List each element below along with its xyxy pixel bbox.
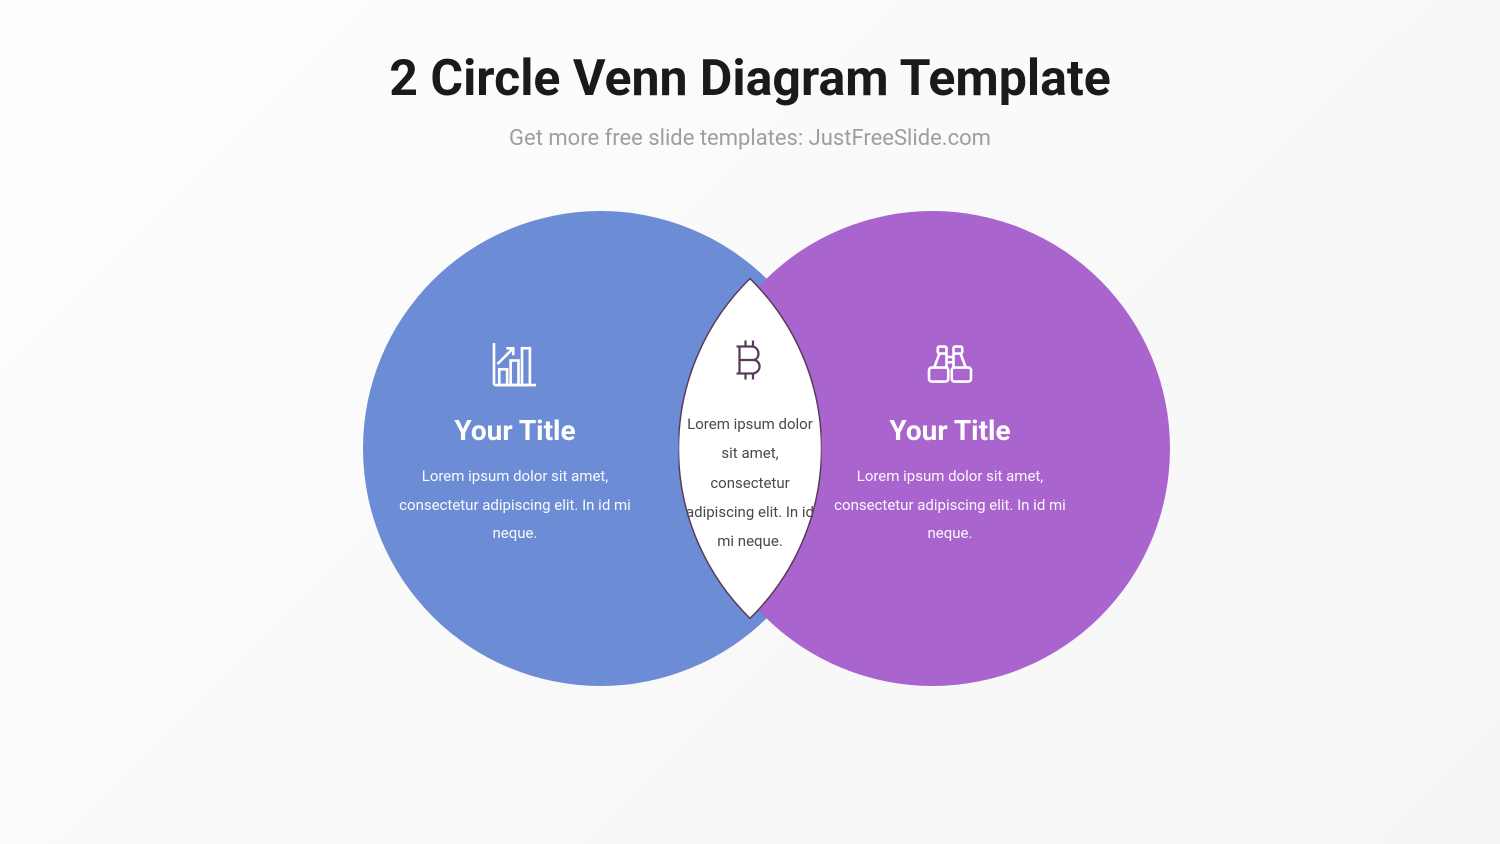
venn-right-desc: Lorem ipsum dolor sit amet, consectetur … [830, 462, 1070, 548]
venn-intersection-content: Lorem ipsum dolor sit amet, consectetur … [685, 336, 815, 556]
venn-diagram: Your Title Lorem ipsum dolor sit amet, c… [0, 211, 1500, 811]
venn-left-desc: Lorem ipsum dolor sit amet, consectetur … [395, 462, 635, 548]
page-subtitle: Get more free slide templates: JustFreeS… [0, 126, 1500, 151]
venn-left-title: Your Title [454, 414, 575, 447]
bar-chart-icon [487, 336, 543, 396]
bitcoin-icon [726, 336, 774, 388]
venn-intersection-desc: Lorem ipsum dolor sit amet, consectetur … [685, 410, 815, 556]
venn-right-title: Your Title [889, 414, 1010, 447]
venn-left-content: Your Title Lorem ipsum dolor sit amet, c… [395, 336, 635, 548]
binoculars-icon [922, 336, 978, 396]
venn-right-content: Your Title Lorem ipsum dolor sit amet, c… [830, 336, 1070, 548]
page-title: 2 Circle Venn Diagram Template [0, 0, 1500, 108]
